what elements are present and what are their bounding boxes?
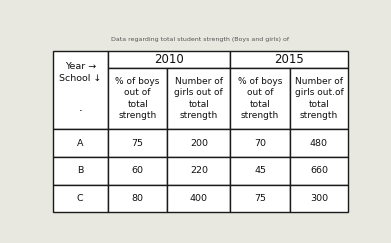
Text: 75: 75 [254,194,266,203]
Bar [108,129,167,157]
Bar [230,157,290,185]
Text: 45: 45 [254,166,266,175]
Text: Data regarding total student strength (Boys and girls) of: Data regarding total student strength (B… [111,37,289,43]
Text: 75: 75 [132,139,143,148]
Bar [53,51,108,129]
Bar [53,157,108,185]
Bar [108,68,167,129]
Text: Number of
girls out of
total
strength: Number of girls out of total strength [174,77,223,120]
Text: B: B [77,166,83,175]
Text: % of boys
out of
total
strength: % of boys out of total strength [238,77,282,120]
Bar [230,51,348,68]
Text: A: A [77,139,84,148]
Bar [108,51,230,68]
Text: 2010: 2010 [154,53,184,66]
Text: 400: 400 [190,194,208,203]
Bar [167,129,230,157]
Bar [108,157,167,185]
Bar [290,157,348,185]
Bar [167,185,230,212]
Text: 300: 300 [310,194,328,203]
Bar [167,157,230,185]
Text: 2015: 2015 [274,53,304,66]
Bar [108,185,167,212]
Text: 220: 220 [190,166,208,175]
Text: % of boys
out of
total
strength: % of boys out of total strength [115,77,160,120]
Bar [230,129,290,157]
Bar [290,185,348,212]
Text: 200: 200 [190,139,208,148]
Text: 70: 70 [254,139,266,148]
Text: 480: 480 [310,139,328,148]
Bar [53,129,108,157]
Text: Year →
School ↓: Year → School ↓ [59,62,102,83]
Bar [230,185,290,212]
Bar [290,129,348,157]
Bar [230,68,290,129]
Text: 60: 60 [132,166,143,175]
Text: Number of
girls out.of
total
strength: Number of girls out.of total strength [294,77,343,120]
Text: ·: · [78,105,82,119]
Text: 80: 80 [132,194,143,203]
Bar [53,185,108,212]
Text: Ċ: Ċ [77,194,84,203]
Bar [167,68,230,129]
Bar [290,68,348,129]
Text: 660: 660 [310,166,328,175]
